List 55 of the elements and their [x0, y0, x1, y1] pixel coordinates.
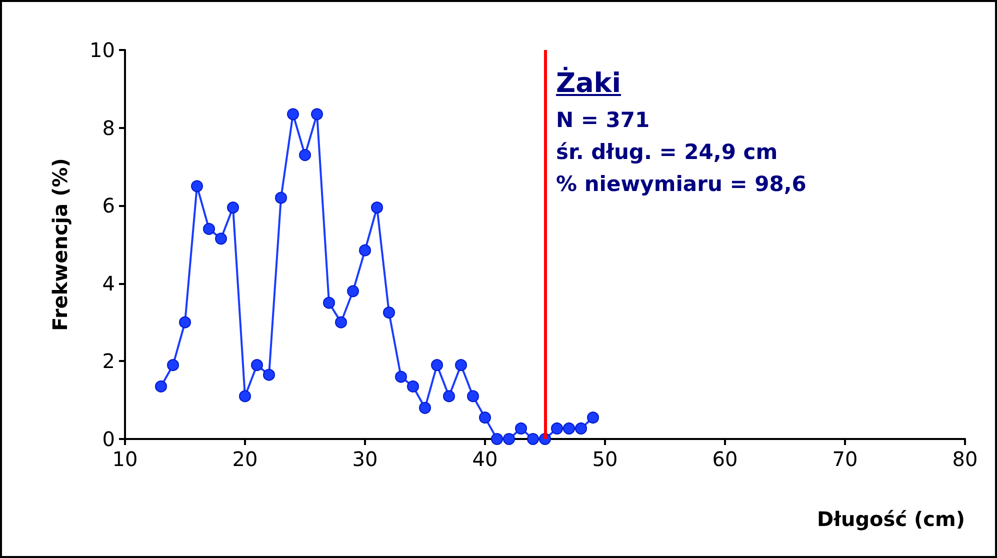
point: [395, 370, 407, 383]
y-tick-label: 0: [102, 427, 115, 451]
x-tick-label: 80: [952, 447, 978, 471]
point: [347, 285, 359, 298]
y-tick-label: 4: [102, 271, 115, 296]
point: [335, 316, 347, 328]
point: [587, 412, 599, 424]
point: [479, 412, 491, 424]
point: [179, 316, 191, 328]
point: [359, 244, 371, 256]
point: [407, 380, 419, 392]
x-tick-label: 40: [472, 447, 498, 471]
point: [191, 180, 203, 192]
point: [443, 390, 455, 402]
point: [275, 192, 287, 204]
point: [203, 222, 215, 235]
x-tick-label: 60: [712, 447, 738, 471]
y-tick-label: 8: [102, 116, 115, 140]
x-tick-label: 30: [352, 447, 378, 471]
point: [167, 359, 179, 372]
y-tick-label: 6: [102, 194, 115, 218]
point: [287, 108, 299, 120]
point: [263, 368, 275, 381]
point: [575, 422, 587, 434]
point: [299, 149, 311, 162]
point: [155, 380, 167, 392]
x-tick-label: 20: [232, 447, 258, 471]
annotation: śr. dług. = 24,9 cm: [556, 139, 779, 166]
annotation: N = 371: [556, 107, 651, 134]
point: [467, 390, 479, 402]
point: [455, 359, 467, 372]
point: [419, 402, 431, 414]
point: [383, 306, 395, 319]
point: [503, 433, 515, 445]
point: [251, 359, 263, 372]
x-tick-label: 70: [832, 447, 858, 471]
point: [323, 296, 335, 309]
y-axis-title: Frekwencja (%): [48, 158, 72, 331]
point: [515, 422, 527, 434]
annotation: % niewymiaru = 98,6: [556, 171, 806, 198]
point: [491, 433, 503, 445]
point: [431, 359, 443, 372]
point: [563, 422, 575, 434]
y-tick-label: 2: [102, 349, 115, 374]
point: [527, 433, 539, 445]
x-axis-title: Długość (cm): [816, 507, 965, 531]
point: [227, 202, 239, 214]
y-tick-label: 10: [90, 38, 115, 62]
point: [371, 202, 383, 214]
point: [215, 232, 227, 245]
point: [239, 390, 251, 402]
x-tick-label: 50: [592, 447, 618, 471]
point: [311, 108, 323, 120]
point: [551, 422, 563, 434]
annotation: Żaki: [556, 66, 622, 101]
